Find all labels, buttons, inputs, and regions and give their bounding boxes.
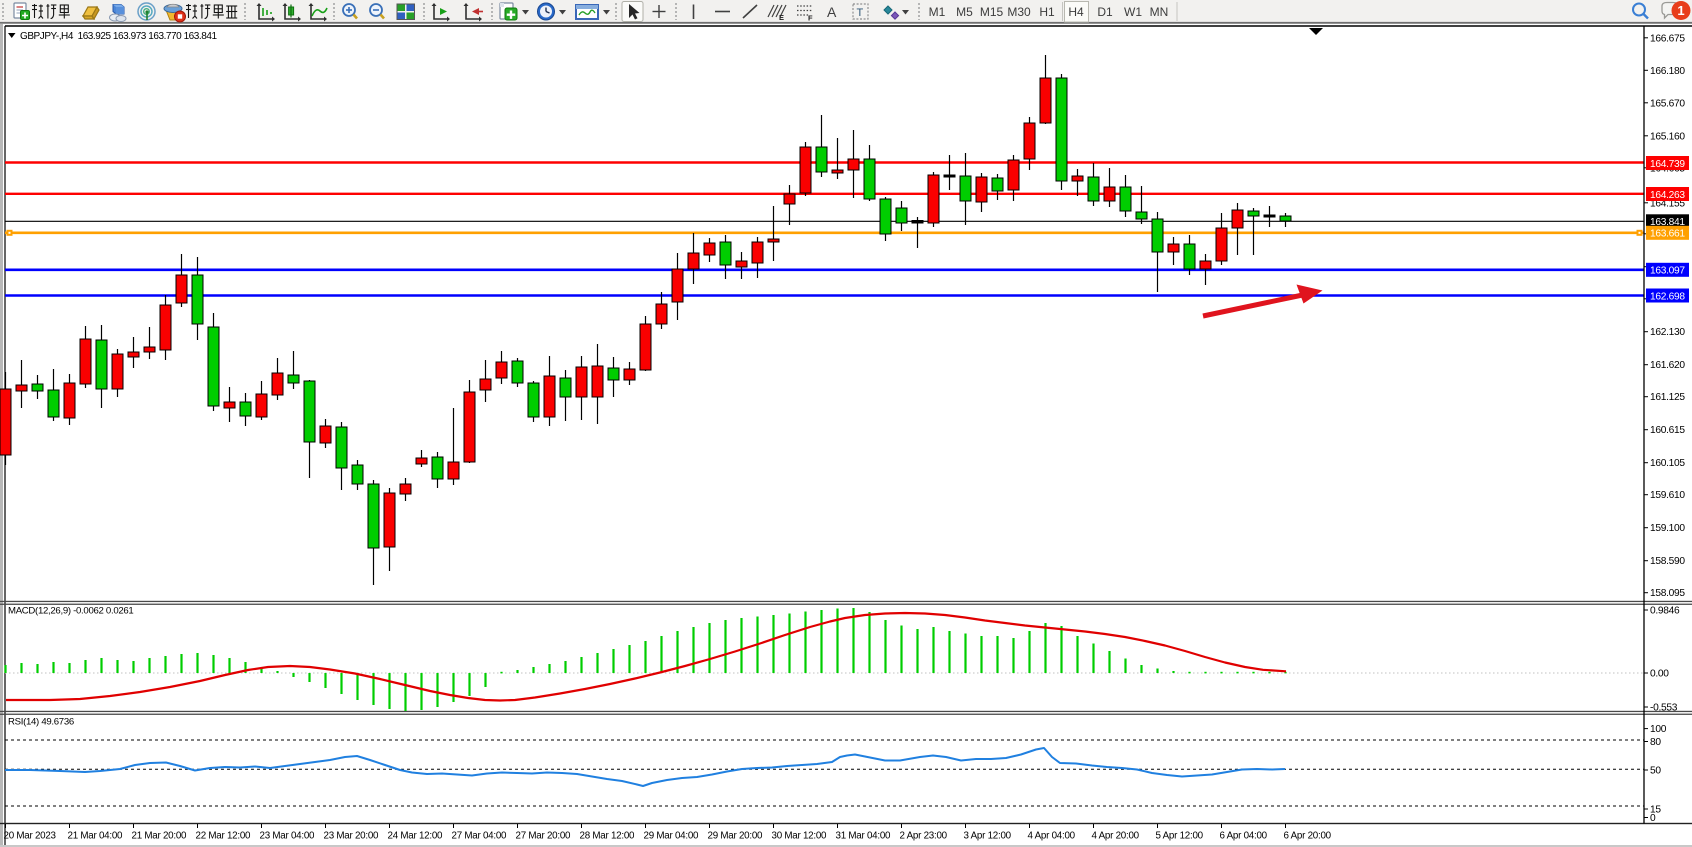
- svg-text:20 Mar 2023: 20 Mar 2023: [4, 831, 57, 842]
- svg-text:166.675: 166.675: [1650, 33, 1685, 44]
- svg-text:GBPJPY-,H4 163.925 163.973 16: GBPJPY-,H4 163.925 163.973 163.770 163.8…: [20, 31, 217, 42]
- svg-text:3 Apr 12:00: 3 Apr 12:00: [964, 831, 1012, 842]
- svg-text:1: 1: [1677, 3, 1684, 18]
- svg-text:163.841: 163.841: [1650, 217, 1685, 228]
- svg-text:F: F: [808, 14, 813, 23]
- svg-text:0.00: 0.00: [1650, 669, 1669, 680]
- svg-text:E: E: [779, 13, 784, 22]
- svg-text:23 Mar 04:00: 23 Mar 04:00: [260, 831, 316, 842]
- svg-text:100: 100: [1650, 724, 1667, 735]
- svg-text:163.097: 163.097: [1650, 266, 1685, 277]
- svg-text:162.698: 162.698: [1650, 291, 1685, 302]
- svg-text:160.105: 160.105: [1650, 458, 1685, 469]
- svg-text:50: 50: [1650, 766, 1661, 777]
- svg-text:27 Mar 20:00: 27 Mar 20:00: [516, 831, 572, 842]
- svg-text:161.620: 161.620: [1650, 360, 1685, 371]
- svg-text:6 Apr 04:00: 6 Apr 04:00: [1220, 831, 1268, 842]
- svg-text:2 Apr 23:00: 2 Apr 23:00: [900, 831, 948, 842]
- svg-text:162.130: 162.130: [1650, 327, 1685, 338]
- svg-text:161.125: 161.125: [1650, 392, 1685, 403]
- svg-text:159.610: 159.610: [1650, 490, 1685, 501]
- svg-text:21 Mar 04:00: 21 Mar 04:00: [68, 831, 124, 842]
- svg-text:21 Mar 20:00: 21 Mar 20:00: [132, 831, 188, 842]
- svg-text:29 Mar 04:00: 29 Mar 04:00: [644, 831, 700, 842]
- svg-text:158.590: 158.590: [1650, 556, 1685, 567]
- svg-text:158.095: 158.095: [1650, 588, 1685, 599]
- svg-text:5 Apr 12:00: 5 Apr 12:00: [1156, 831, 1204, 842]
- svg-text:RSI(14) 49.6736: RSI(14) 49.6736: [8, 717, 74, 728]
- svg-text:6 Apr 20:00: 6 Apr 20:00: [1284, 831, 1332, 842]
- svg-text:80: 80: [1650, 737, 1661, 748]
- svg-text:M5: M5: [956, 5, 973, 19]
- svg-text:27 Mar 04:00: 27 Mar 04:00: [452, 831, 508, 842]
- svg-text:MACD(12,26,9) -0.0062 0.0261: MACD(12,26,9) -0.0062 0.0261: [8, 606, 133, 617]
- svg-text:W1: W1: [1124, 5, 1142, 19]
- svg-text:163.661: 163.661: [1650, 229, 1685, 240]
- svg-text:29 Mar 20:00: 29 Mar 20:00: [708, 831, 764, 842]
- svg-text:T: T: [857, 7, 864, 19]
- svg-text:166.180: 166.180: [1650, 66, 1685, 77]
- svg-text:164.155: 164.155: [1650, 198, 1685, 209]
- svg-text:165.670: 165.670: [1650, 98, 1685, 109]
- svg-text:15: 15: [1650, 805, 1661, 816]
- svg-text:MN: MN: [1150, 5, 1169, 19]
- svg-text:4 Apr 04:00: 4 Apr 04:00: [1028, 831, 1076, 842]
- svg-text:164.263: 164.263: [1650, 190, 1685, 201]
- svg-text:28 Mar 12:00: 28 Mar 12:00: [580, 831, 636, 842]
- svg-text:4 Apr 20:00: 4 Apr 20:00: [1092, 831, 1140, 842]
- svg-text:0: 0: [1650, 813, 1656, 824]
- svg-text:A: A: [827, 4, 837, 20]
- svg-text:-0.553: -0.553: [1650, 703, 1678, 714]
- svg-text:M15: M15: [980, 5, 1004, 19]
- svg-text:0.9846: 0.9846: [1650, 606, 1680, 617]
- svg-text:M30: M30: [1007, 5, 1031, 19]
- svg-text:22 Mar 12:00: 22 Mar 12:00: [196, 831, 252, 842]
- svg-text:159.100: 159.100: [1650, 523, 1685, 534]
- svg-text:D1: D1: [1097, 5, 1113, 19]
- svg-text:H1: H1: [1039, 5, 1055, 19]
- svg-text:M1: M1: [929, 5, 946, 19]
- svg-text:160.615: 160.615: [1650, 425, 1685, 436]
- svg-text:165.160: 165.160: [1650, 131, 1685, 142]
- svg-text:H4: H4: [1068, 5, 1084, 19]
- svg-text:164.739: 164.739: [1650, 159, 1685, 170]
- svg-text:24 Mar 12:00: 24 Mar 12:00: [388, 831, 444, 842]
- svg-text:31 Mar 04:00: 31 Mar 04:00: [836, 831, 892, 842]
- svg-text:30 Mar 12:00: 30 Mar 12:00: [772, 831, 828, 842]
- svg-text:23 Mar 20:00: 23 Mar 20:00: [324, 831, 380, 842]
